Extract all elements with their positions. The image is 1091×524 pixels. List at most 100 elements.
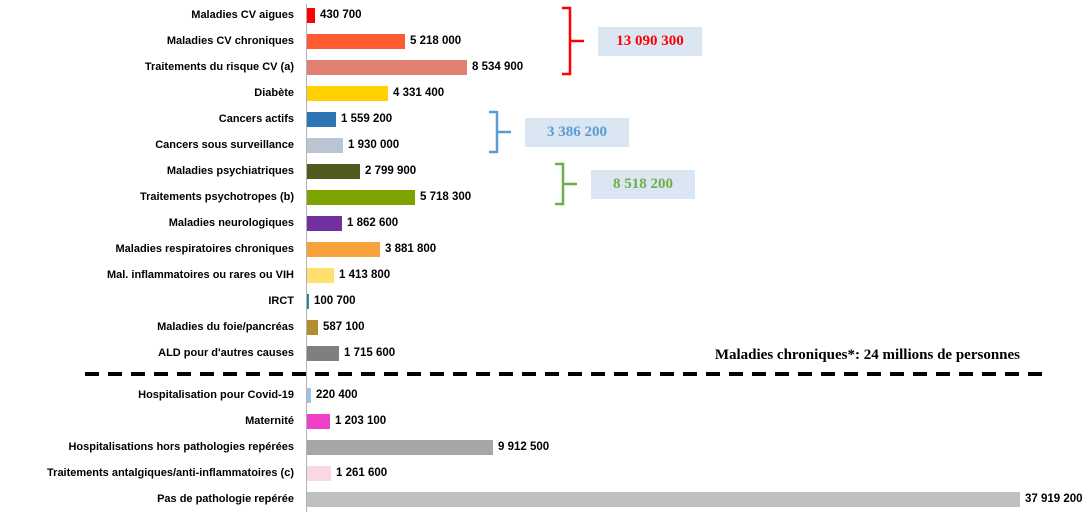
chart-row: Diabète 4 331 400 xyxy=(0,80,1091,106)
category-label: Maladies CV chroniques xyxy=(166,35,294,47)
category-label: IRCT xyxy=(268,295,294,307)
plot-area: 1 862 600 xyxy=(300,215,1091,231)
value-label: 37 919 200 xyxy=(1025,493,1083,505)
chart-row: Maladies CV aigues 430 700 xyxy=(0,2,1091,28)
section-divider xyxy=(0,366,1091,382)
category-label: Mal. inflammatoires ou rares ou VIH xyxy=(106,269,294,281)
category-label: Hospitalisations hors pathologies repéré… xyxy=(68,441,294,453)
category-label: Traitements antalgiques/anti-inflammatoi… xyxy=(47,467,294,479)
bar xyxy=(307,85,388,101)
category-label: Pas de pathologie repérée xyxy=(157,493,294,505)
chart-row: ALD pour d'autres causes 1 715 600 xyxy=(0,340,1091,366)
bar-rows: Maladies CV aigues 430 700 Maladies CV chr… xyxy=(0,2,1091,512)
group-total-box-cardio: 13 090 300 xyxy=(598,26,702,56)
chart-row: Hospitalisation pour Covid-19 220 400 xyxy=(0,382,1091,408)
plot-area: 220 400 xyxy=(300,387,1091,403)
chart-row: Maladies neurologiques 1 862 600 xyxy=(0,210,1091,236)
chart-row: Pas de pathologie repérée 37 919 200 xyxy=(0,486,1091,512)
value-label: 1 862 600 xyxy=(347,217,399,229)
bar xyxy=(307,439,493,455)
bar xyxy=(307,241,380,257)
category-label: Hospitalisation pour Covid-19 xyxy=(138,389,294,401)
chart-row: Hospitalisations hors pathologies repéré… xyxy=(0,434,1091,460)
chart-row: Cancers actifs 1 559 200 xyxy=(0,106,1091,132)
value-label: 220 400 xyxy=(316,389,358,401)
chart-row: Maladies CV chroniques 5 218 000 xyxy=(0,28,1091,54)
bar xyxy=(307,7,315,23)
value-label: 1 203 100 xyxy=(335,415,387,427)
plot-area: 430 700 xyxy=(300,7,1091,23)
value-label: 1 715 600 xyxy=(344,347,396,359)
bar xyxy=(307,345,339,361)
plot-area: 4 331 400 xyxy=(300,85,1091,101)
bar xyxy=(307,59,467,75)
plot-area: 1 930 000 xyxy=(300,137,1091,153)
value-label: 9 912 500 xyxy=(498,441,550,453)
value-label: 5 718 300 xyxy=(420,191,472,203)
plot-area: 1 413 800 xyxy=(300,267,1091,283)
chart-row: IRCT 100 700 xyxy=(0,288,1091,314)
plot-area: 2 799 900 xyxy=(300,163,1091,179)
bar xyxy=(307,319,318,335)
dashed-line xyxy=(85,372,1048,376)
value-label: 4 331 400 xyxy=(393,87,445,99)
plot-area: 100 700 xyxy=(300,293,1091,309)
bar xyxy=(307,387,311,403)
chart-row: Mal. inflammatoires ou rares ou VIH 1 413… xyxy=(0,262,1091,288)
category-axis-line xyxy=(306,4,307,512)
value-label: 587 100 xyxy=(323,321,365,333)
value-label: 8 534 900 xyxy=(472,61,524,73)
plot-area: 587 100 xyxy=(300,319,1091,335)
value-label: 5 218 000 xyxy=(410,35,462,47)
category-label: Cancers sous surveillance xyxy=(155,139,294,151)
value-label: 1 930 000 xyxy=(348,139,400,151)
bar xyxy=(307,267,334,283)
plot-area: 8 534 900 xyxy=(300,59,1091,75)
bar xyxy=(307,293,309,309)
value-label: 100 700 xyxy=(314,295,356,307)
bar xyxy=(307,465,331,481)
plot-area: 1 715 600 xyxy=(300,345,1091,361)
plot-area: 37 919 200 xyxy=(300,491,1091,507)
value-label: 1 413 800 xyxy=(339,269,391,281)
category-label: Cancers actifs xyxy=(218,113,294,125)
category-label: Traitements du risque CV (a) xyxy=(144,61,294,73)
value-label: 1 261 600 xyxy=(336,467,388,479)
chart-row: Maladies du foie/pancréas 587 100 xyxy=(0,314,1091,340)
category-label: ALD pour d'autres causes xyxy=(158,347,294,359)
category-label: Diabète xyxy=(254,87,294,99)
bar xyxy=(307,137,343,153)
category-label: Maladies neurologiques xyxy=(168,217,294,229)
category-label: Maladies du foie/pancréas xyxy=(157,321,294,333)
chart-row: Maladies respiratoires chroniques 3 881 8… xyxy=(0,236,1091,262)
value-label: 1 559 200 xyxy=(341,113,393,125)
chart-row: Maternité 1 203 100 xyxy=(0,408,1091,434)
value-label: 3 881 800 xyxy=(385,243,437,255)
plot-area: 9 912 500 xyxy=(300,439,1091,455)
bar xyxy=(307,215,342,231)
category-label: Maladies respiratoires chroniques xyxy=(115,243,294,255)
chart-row: Maladies psychiatriques 2 799 900 xyxy=(0,158,1091,184)
plot-area: 1 261 600 xyxy=(300,465,1091,481)
group-total-box-cancers: 3 386 200 xyxy=(525,117,629,147)
plot-area: 5 718 300 xyxy=(300,189,1091,205)
chronic-diseases-annotation: Maladies chroniques*: 24 millions de per… xyxy=(714,347,1020,363)
chart-row: Traitements psychotropes (b) 5 718 300 xyxy=(0,184,1091,210)
plot-area: 1 203 100 xyxy=(300,413,1091,429)
bar xyxy=(307,111,336,127)
chart-row: Cancers sous surveillance 1 930 000 xyxy=(0,132,1091,158)
category-label: Maladies CV aigues xyxy=(191,9,294,21)
bar xyxy=(307,163,360,179)
plot-area: 1 559 200 xyxy=(300,111,1091,127)
group-total-box-psychiatrie: 8 518 200 xyxy=(591,169,695,199)
plot-area: 3 881 800 xyxy=(300,241,1091,257)
category-label: Traitements psychotropes (b) xyxy=(139,191,294,203)
plot-area: 5 218 000 xyxy=(300,33,1091,49)
bar xyxy=(307,491,1020,507)
bar xyxy=(307,33,405,49)
value-label: 430 700 xyxy=(320,9,362,21)
category-label: Maternité xyxy=(245,415,294,427)
category-label: Maladies psychiatriques xyxy=(166,165,294,177)
chart-row: Traitements antalgiques/anti-inflammatoi… xyxy=(0,460,1091,486)
